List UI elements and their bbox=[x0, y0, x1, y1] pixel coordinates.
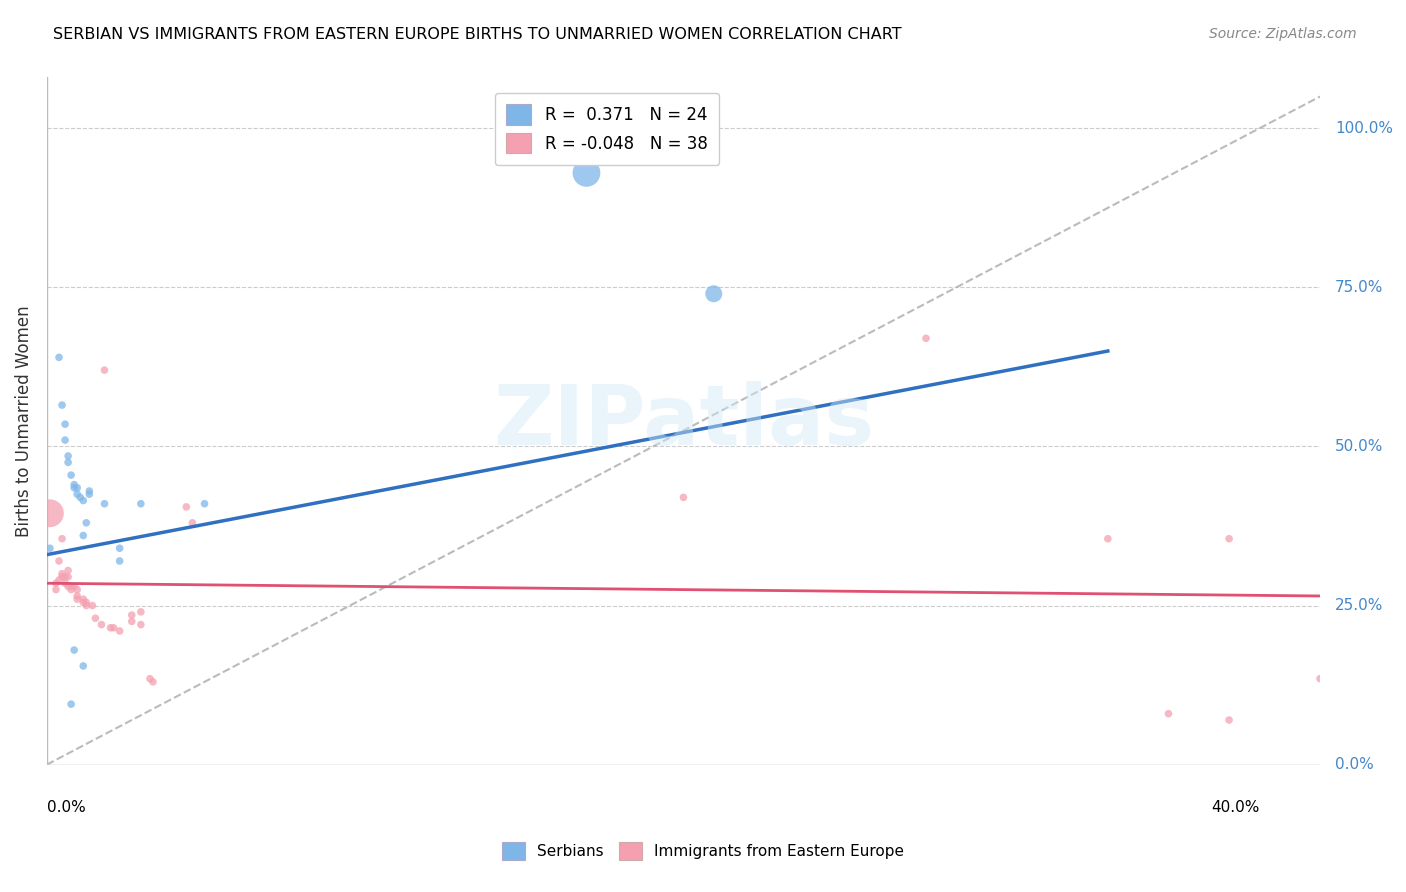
Point bbox=[108, 541, 131, 556]
Point bbox=[72, 592, 94, 607]
Point bbox=[84, 611, 107, 625]
Point bbox=[60, 697, 83, 711]
Text: SERBIAN VS IMMIGRANTS FROM EASTERN EUROPE BIRTHS TO UNMARRIED WOMEN CORRELATION : SERBIAN VS IMMIGRANTS FROM EASTERN EUROP… bbox=[53, 27, 903, 42]
Point bbox=[75, 599, 97, 613]
Point bbox=[48, 351, 70, 365]
Legend: R =  0.371   N = 24, R = -0.048   N = 38: R = 0.371 N = 24, R = -0.048 N = 38 bbox=[495, 93, 720, 165]
Text: ZIPatlas: ZIPatlas bbox=[494, 381, 875, 461]
Point bbox=[56, 449, 79, 463]
Point bbox=[66, 582, 89, 597]
Point bbox=[48, 554, 70, 568]
Point bbox=[108, 624, 131, 638]
Point bbox=[181, 516, 204, 530]
Point bbox=[103, 621, 125, 635]
Point bbox=[129, 605, 152, 619]
Point bbox=[72, 659, 94, 673]
Point bbox=[60, 582, 83, 597]
Point bbox=[60, 579, 83, 593]
Point bbox=[63, 477, 86, 491]
Point bbox=[1097, 532, 1119, 546]
Point bbox=[1218, 532, 1240, 546]
Legend: Serbians, Immigrants from Eastern Europe: Serbians, Immigrants from Eastern Europe bbox=[496, 836, 910, 866]
Point bbox=[703, 286, 725, 301]
Point bbox=[51, 532, 73, 546]
Point bbox=[93, 363, 115, 377]
Point bbox=[53, 433, 76, 447]
Point bbox=[51, 398, 73, 412]
Point bbox=[51, 570, 73, 584]
Point bbox=[39, 541, 62, 556]
Point bbox=[108, 554, 131, 568]
Point bbox=[45, 582, 67, 597]
Point bbox=[672, 491, 695, 505]
Point bbox=[575, 166, 598, 180]
Text: 25.0%: 25.0% bbox=[1336, 598, 1384, 613]
Point bbox=[100, 621, 122, 635]
Point bbox=[66, 589, 89, 603]
Text: Source: ZipAtlas.com: Source: ZipAtlas.com bbox=[1209, 27, 1357, 41]
Point bbox=[63, 579, 86, 593]
Point bbox=[63, 481, 86, 495]
Point bbox=[53, 576, 76, 591]
Point bbox=[915, 331, 938, 345]
Point bbox=[48, 573, 70, 587]
Point bbox=[121, 608, 143, 623]
Point bbox=[45, 576, 67, 591]
Point bbox=[56, 570, 79, 584]
Point bbox=[56, 579, 79, 593]
Point bbox=[66, 481, 89, 495]
Point bbox=[1309, 672, 1331, 686]
Point bbox=[66, 592, 89, 607]
Text: 75.0%: 75.0% bbox=[1336, 280, 1384, 295]
Point bbox=[1157, 706, 1180, 721]
Point bbox=[79, 487, 101, 501]
Point bbox=[129, 617, 152, 632]
Point bbox=[53, 417, 76, 432]
Point bbox=[129, 497, 152, 511]
Point bbox=[142, 674, 165, 689]
Point bbox=[193, 497, 215, 511]
Text: 0.0%: 0.0% bbox=[46, 799, 86, 814]
Point bbox=[53, 570, 76, 584]
Point bbox=[72, 493, 94, 508]
Point bbox=[139, 672, 162, 686]
Y-axis label: Births to Unmarried Women: Births to Unmarried Women bbox=[15, 305, 32, 537]
Point bbox=[63, 643, 86, 657]
Point bbox=[56, 564, 79, 578]
Point bbox=[60, 468, 83, 483]
Point bbox=[69, 491, 91, 505]
Point bbox=[39, 506, 62, 520]
Point bbox=[75, 595, 97, 609]
Point bbox=[72, 595, 94, 609]
Point bbox=[56, 455, 79, 469]
Text: 40.0%: 40.0% bbox=[1211, 799, 1260, 814]
Point bbox=[75, 516, 97, 530]
Point bbox=[176, 500, 198, 514]
Point bbox=[72, 528, 94, 542]
Point bbox=[1218, 713, 1240, 727]
Text: 100.0%: 100.0% bbox=[1336, 120, 1393, 136]
Point bbox=[93, 497, 115, 511]
Text: 0.0%: 0.0% bbox=[1336, 757, 1374, 772]
Point bbox=[90, 617, 112, 632]
Text: 50.0%: 50.0% bbox=[1336, 439, 1384, 454]
Point bbox=[66, 487, 89, 501]
Point bbox=[79, 483, 101, 498]
Point bbox=[121, 615, 143, 629]
Point bbox=[51, 566, 73, 581]
Point bbox=[82, 599, 104, 613]
